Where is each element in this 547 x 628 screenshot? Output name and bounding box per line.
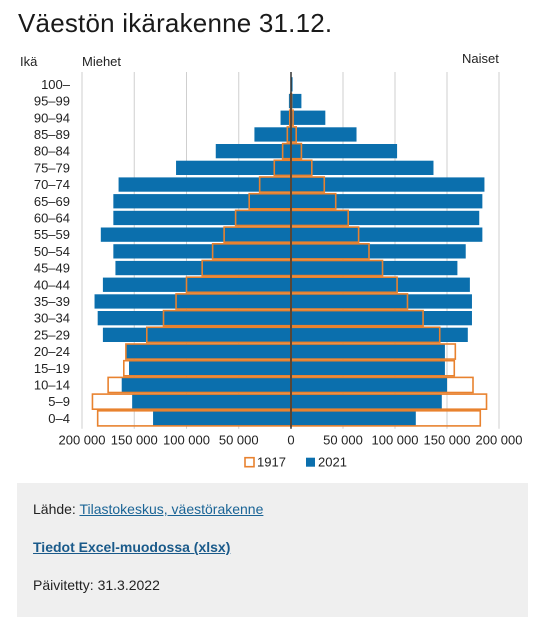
bar-2021-women (291, 361, 445, 376)
age-label: 5–9 (48, 394, 70, 409)
x-tick-label: 150 000 (111, 433, 158, 448)
x-tick-label: 100 000 (163, 433, 210, 448)
bar-2021-women (291, 93, 302, 109)
age-label: 40–44 (34, 277, 70, 292)
bar-2021-women (291, 144, 398, 159)
age-label: 70–74 (34, 177, 70, 192)
source-link[interactable]: Tilastokeskus, väestörakenne (79, 501, 264, 517)
bar-2021-men (115, 260, 291, 276)
age-label: 80–84 (34, 144, 70, 159)
series-2021 (94, 77, 485, 426)
excel-download-link[interactable]: Tiedot Excel-muodossa (xlsx) (33, 539, 231, 555)
age-label: 20–24 (34, 344, 70, 359)
bar-2021-women (291, 227, 483, 242)
x-tick-label: 0 (287, 433, 294, 448)
x-tick-labels: 200 000 150 000 100 000 50 000 0 50 000 100 00… (59, 433, 523, 448)
source-line: Lähde: Tilastokeskus, väestörakenne (33, 501, 512, 517)
y-axis-title: Ikä (20, 54, 38, 69)
age-label: 0–4 (48, 411, 70, 426)
women-label: Naiset (462, 51, 499, 66)
bar-2021-women (291, 294, 472, 309)
page-title: Väestön ikärakenne 31.12. (18, 8, 333, 38)
bar-2021-men (102, 277, 292, 292)
age-label: 35–39 (34, 294, 70, 309)
legend-label-2021: 2021 (318, 455, 347, 470)
bar-2021-men (254, 127, 291, 142)
bar-2021-women (291, 244, 466, 259)
age-label: 60–64 (34, 210, 70, 225)
bar-2021-women (291, 160, 434, 175)
bar-2021-women (291, 210, 480, 226)
age-label: 25–29 (34, 327, 70, 342)
age-label: 30–34 (34, 311, 70, 326)
x-tick-label: 200 000 (59, 433, 106, 448)
age-label: 75–79 (34, 160, 70, 175)
bar-2021-women (291, 344, 445, 359)
bar-2021-men (113, 194, 291, 209)
men-label: Miehet (82, 54, 121, 69)
age-label: 90–94 (34, 110, 70, 125)
bar-2021-women (291, 77, 293, 92)
bar-2021-men (102, 327, 292, 342)
bar-2021-men (215, 144, 291, 159)
bar-2021-women (291, 411, 416, 426)
bar-2021-men (280, 110, 291, 125)
age-label: 65–69 (34, 194, 70, 209)
series-1917 (91, 92, 488, 427)
bar-2021-men (94, 294, 291, 309)
bar-2021-men (97, 311, 291, 326)
bar-2021-men (100, 227, 291, 242)
bar-2021-men (176, 160, 291, 175)
legend-swatch-2021 (306, 457, 315, 467)
age-label: 10–14 (34, 377, 70, 392)
bar-2021-men (118, 177, 291, 192)
bar-2021-men (121, 377, 292, 393)
legend-swatch-1917 (244, 456, 255, 468)
bar-2021-women (291, 327, 468, 342)
age-label: 45–49 (34, 261, 70, 276)
legend-label-1917: 1917 (257, 455, 286, 470)
x-tick-label: 200 000 (476, 433, 523, 448)
bar-2021-women (291, 277, 470, 292)
x-tick-label: 100 000 (372, 433, 419, 448)
age-label: 95–99 (34, 94, 70, 109)
bar-2021-men (129, 361, 291, 376)
chart-legend: 1917 2021 (244, 455, 347, 470)
age-label: 55–59 (34, 227, 70, 242)
bar-2021-women (291, 110, 326, 125)
bar-2021-women (291, 194, 483, 209)
source-box: Lähde: Tilastokeskus, väestörakenne Tied… (17, 483, 528, 617)
source-prefix: Lähde: (33, 501, 80, 517)
bar-2021-women (291, 260, 458, 276)
x-tick-label: 50 000 (323, 433, 363, 448)
updated-date: Päivitetty: 31.3.2022 (33, 577, 160, 593)
age-label: 15–19 (34, 361, 70, 376)
bar-2021-men (153, 411, 291, 426)
bar-2021-men (132, 394, 291, 409)
bar-2021-men (125, 344, 291, 359)
bar-2021-women (291, 377, 447, 393)
population-pyramid-chart: 100– 95–99 90–94 85–89 80–84 75–79 70–74 65–69 6… (0, 48, 547, 488)
x-tick-label: 50 000 (219, 433, 259, 448)
bar-2021-women (291, 177, 485, 192)
age-label: 85–89 (34, 127, 70, 142)
bar-2021-women (291, 311, 472, 326)
bar-2021-men (113, 244, 291, 259)
bar-2021-men (113, 210, 291, 226)
bar-2021-women (291, 127, 357, 142)
x-tick-label: 150 000 (424, 433, 471, 448)
age-label: 100– (41, 77, 71, 92)
bar-2021-women (291, 394, 442, 409)
age-label: 50–54 (34, 244, 70, 259)
